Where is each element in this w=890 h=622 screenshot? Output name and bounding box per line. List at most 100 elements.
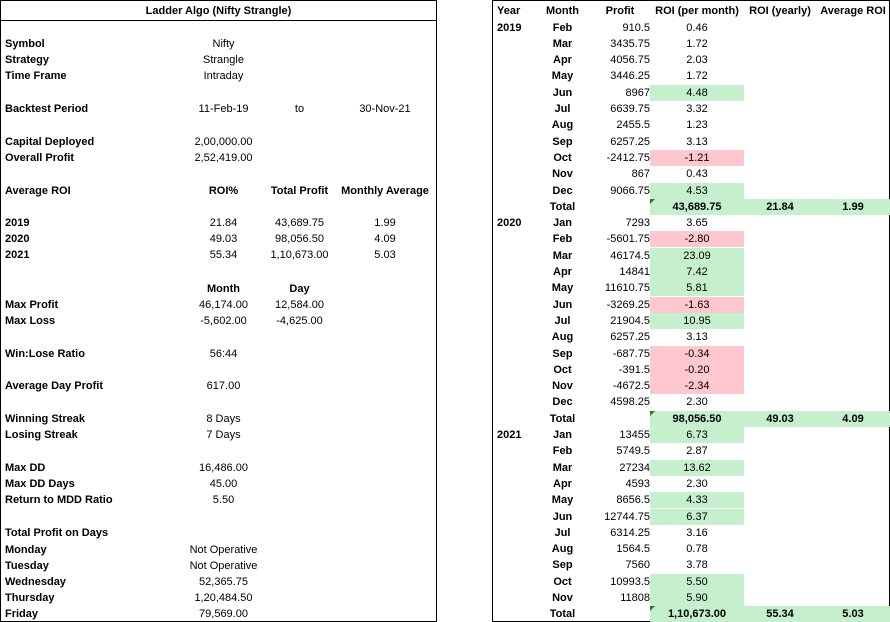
month-cell: May [551, 282, 574, 295]
month-cell: Sep [552, 559, 573, 572]
roi-month-cell: 10.95 [650, 312, 744, 329]
month-cell: May [551, 494, 574, 507]
month-cell: Jul [554, 526, 571, 539]
roi-month-cell: 5.81 [650, 280, 744, 297]
summary-title: Ladder Algo (Nifty Strangle) [145, 5, 292, 17]
avg-roi-total: 98,056.50 [275, 233, 324, 245]
profit-cell: 7293 [625, 217, 650, 230]
avg-roi-year: 2021 [5, 249, 30, 261]
month-cell: Apr [553, 266, 572, 278]
month-cell: Dec [552, 396, 573, 409]
average-roi-header: Average ROI [820, 5, 886, 17]
roi-month-cell: 0.78 [686, 543, 708, 556]
profit-cell: 9066.75 [610, 184, 650, 197]
avg-roi-roi: 55.34 [209, 249, 238, 261]
backtest-to-word: to [294, 103, 305, 115]
return-mdd-value: 5.50 [212, 494, 235, 506]
month-cell: Feb [552, 445, 573, 458]
losing-streak-label: Losing Streak [5, 429, 78, 441]
day-value: 52,365.75 [199, 576, 248, 588]
profit-cell: 21904.5 [610, 314, 650, 327]
month-row: Sep 6257.25 3.13 [493, 134, 889, 150]
roi-month-cell: 2.87 [686, 445, 708, 458]
roi-month-cell: 3.16 [686, 526, 708, 539]
month-cell: Jan [553, 429, 572, 441]
day-value: 1,20,484.50 [194, 592, 253, 604]
summary-sheet: Ladder Algo (Nifty Strangle) Symbol Nift… [0, 0, 437, 622]
month-row: Oct -391.5 -0.20 [493, 361, 889, 378]
day-row: Thursday 1,20,484.50 [1, 590, 436, 606]
month-cell: Sep [552, 347, 573, 360]
month-row: Apr 14841 7.42 [493, 264, 889, 280]
roi-month-cell: 7.42 [650, 264, 744, 280]
month-row: Mar 46174.5 23.09 [493, 247, 889, 264]
roi-month-cell: 1.23 [686, 119, 708, 132]
month-cell: Oct [553, 575, 572, 588]
month-cell: Jul [554, 314, 571, 327]
roi-month-cell: 5.90 [650, 590, 744, 606]
month-cell: Feb [552, 21, 573, 34]
time-frame-row: Time Frame Intraday [1, 68, 436, 84]
max-profit-row: Max Profit 46,174.00 12,584.00 [1, 297, 436, 313]
roi-month-cell: -1.21 [650, 149, 744, 166]
year-header: Year [497, 5, 521, 17]
year-cell: 2019 [497, 21, 522, 34]
profit-cell: 13455 [619, 429, 650, 441]
monthly-roi-table: Year Month Profit ROI (per month) ROI (y… [492, 0, 890, 622]
profit-cell: 1564.5 [616, 543, 650, 556]
month-row: Feb 5749.5 2.87 [493, 443, 889, 459]
month-row: Aug 1564.5 0.78 [493, 541, 889, 557]
profit-cell: -687.75 [612, 347, 650, 360]
roi-month-cell: 4.48 [650, 84, 744, 101]
month-cell: May [551, 70, 574, 83]
total-label: Total [549, 608, 576, 621]
avg-roi-year: 2020 [5, 233, 30, 245]
avg-roi-roi: 49.03 [209, 233, 238, 245]
return-mdd-row: Return to MDD Ratio 5.50 [1, 492, 436, 508]
profit-header: Profit [605, 5, 635, 17]
month-row: Jul 6314.25 3.16 [493, 525, 889, 541]
total-roi-yearly: 49.03 [744, 410, 816, 427]
win-lose-value: 56:44 [209, 348, 238, 360]
month-cell: Mar [552, 249, 573, 262]
roi-month-cell: 2.03 [686, 54, 708, 67]
month-row: 2020 Jan 7293 3.65 [493, 215, 889, 231]
overall-profit-row: Overall Profit 2,52,419.00 [1, 150, 436, 166]
profit-cell: 910.5 [622, 21, 650, 34]
month-cell: Mar [552, 461, 573, 474]
day-row: Tuesday Not Operative [1, 558, 436, 574]
profit-cell: -3269.25 [606, 298, 650, 311]
avg-roi-row: 2020 49.03 98,056.50 4.09 [1, 231, 436, 247]
profit-cell: 4593 [625, 477, 650, 490]
total-average-roi: 4.09 [816, 410, 890, 427]
month-cell: Aug [551, 331, 574, 344]
capital-row: Capital Deployed 2,00,000.00 [1, 134, 436, 150]
profit-cell: 8967 [625, 86, 650, 99]
day-name: Thursday [5, 592, 55, 604]
profit-cell: 12744.75 [604, 510, 650, 523]
month-row: May 3446.25 1.72 [493, 68, 889, 84]
roi-month-cell: 2.30 [686, 477, 708, 490]
month-row: Jul 21904.5 10.95 [493, 312, 889, 329]
month-row: Oct -2412.75 -1.21 [493, 149, 889, 166]
total-profit: 1,10,673.00 [650, 606, 744, 622]
month-row: Sep -687.75 -0.34 [493, 345, 889, 362]
roi-yearly-header: ROI (yearly) [749, 5, 811, 17]
strategy-row: Strategy Strangle [1, 52, 436, 68]
month-row: 2021 Jan 13455 6.73 [493, 427, 889, 443]
month-row: 2019 Feb 910.5 0.46 [493, 20, 889, 36]
roi-month-cell: 13.62 [650, 459, 744, 476]
max-dd-days-value: 45.00 [209, 478, 238, 490]
month-cell: Nov [552, 168, 573, 181]
days-header-row: Total Profit on Days [1, 525, 436, 541]
roi-month-cell: 3.32 [686, 103, 708, 115]
time-frame-value: Intraday [203, 70, 244, 82]
max-dd-value: 16,486.00 [199, 462, 248, 474]
month-row: Jul 6639.75 3.32 [493, 101, 889, 117]
day-row: Monday Not Operative [1, 542, 436, 558]
strategy-value: Strangle [203, 54, 244, 66]
max-profit-month: 46,174.00 [199, 299, 248, 311]
max-loss-label: Max Loss [5, 315, 56, 327]
avg-roi-row: 2019 21.84 43,689.75 1.99 [1, 215, 436, 231]
avg-day-profit-row: Average Day Profit 617.00 [1, 378, 436, 394]
